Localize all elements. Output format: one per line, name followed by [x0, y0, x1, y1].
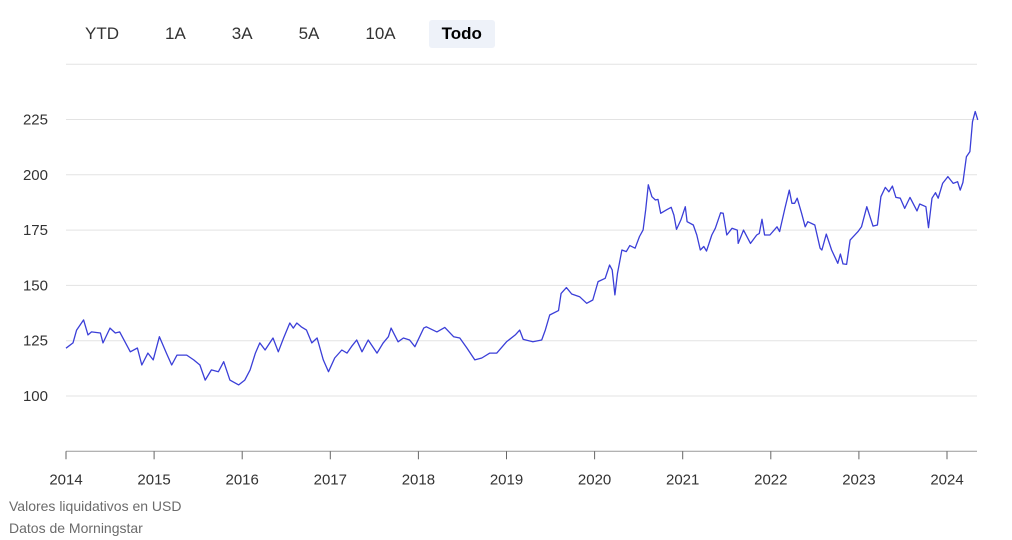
- range-button-5y[interactable]: 5A: [298, 24, 320, 43]
- x-tick-label: 2020: [578, 471, 611, 488]
- x-tick-label: 2022: [754, 471, 787, 488]
- y-tick-label: 175: [23, 222, 48, 239]
- x-tick-label: 2019: [490, 471, 523, 488]
- x-tick-label: 2018: [402, 471, 435, 488]
- nav-line-chart: 100 125 150 175 200 225 2014 2015 2016 2017 2018 20…: [23, 63, 979, 488]
- x-tick-label: 2024: [930, 471, 963, 488]
- y-tick-label: 150: [23, 277, 48, 294]
- currency-note: Valores liquidativos en USD: [9, 498, 182, 514]
- x-tick-label: 2017: [314, 471, 347, 488]
- nav-series-line: [65, 110, 979, 386]
- range-button-10y[interactable]: 10A: [365, 24, 396, 43]
- range-button-1y[interactable]: 1A: [165, 24, 186, 43]
- data-source: Datos de Morningstar: [9, 520, 143, 536]
- y-tick-label: 200: [23, 167, 48, 184]
- range-button-3y[interactable]: 3A: [231, 24, 253, 43]
- x-tick-label: 2021: [666, 471, 699, 488]
- x-tick-label: 2016: [226, 471, 259, 488]
- y-tick-label: 225: [23, 112, 48, 129]
- range-selector: YTD 1A 3A 5A 10A Todo: [72, 20, 515, 48]
- x-tick-label: 2015: [137, 471, 170, 488]
- x-tick-label: 2023: [842, 471, 875, 488]
- range-button-ytd[interactable]: YTD: [85, 24, 119, 43]
- y-tick-label: 125: [23, 333, 48, 350]
- y-tick-label: 100: [23, 388, 48, 405]
- range-button-all[interactable]: Todo: [428, 20, 495, 48]
- x-tick-label: 2014: [49, 471, 82, 488]
